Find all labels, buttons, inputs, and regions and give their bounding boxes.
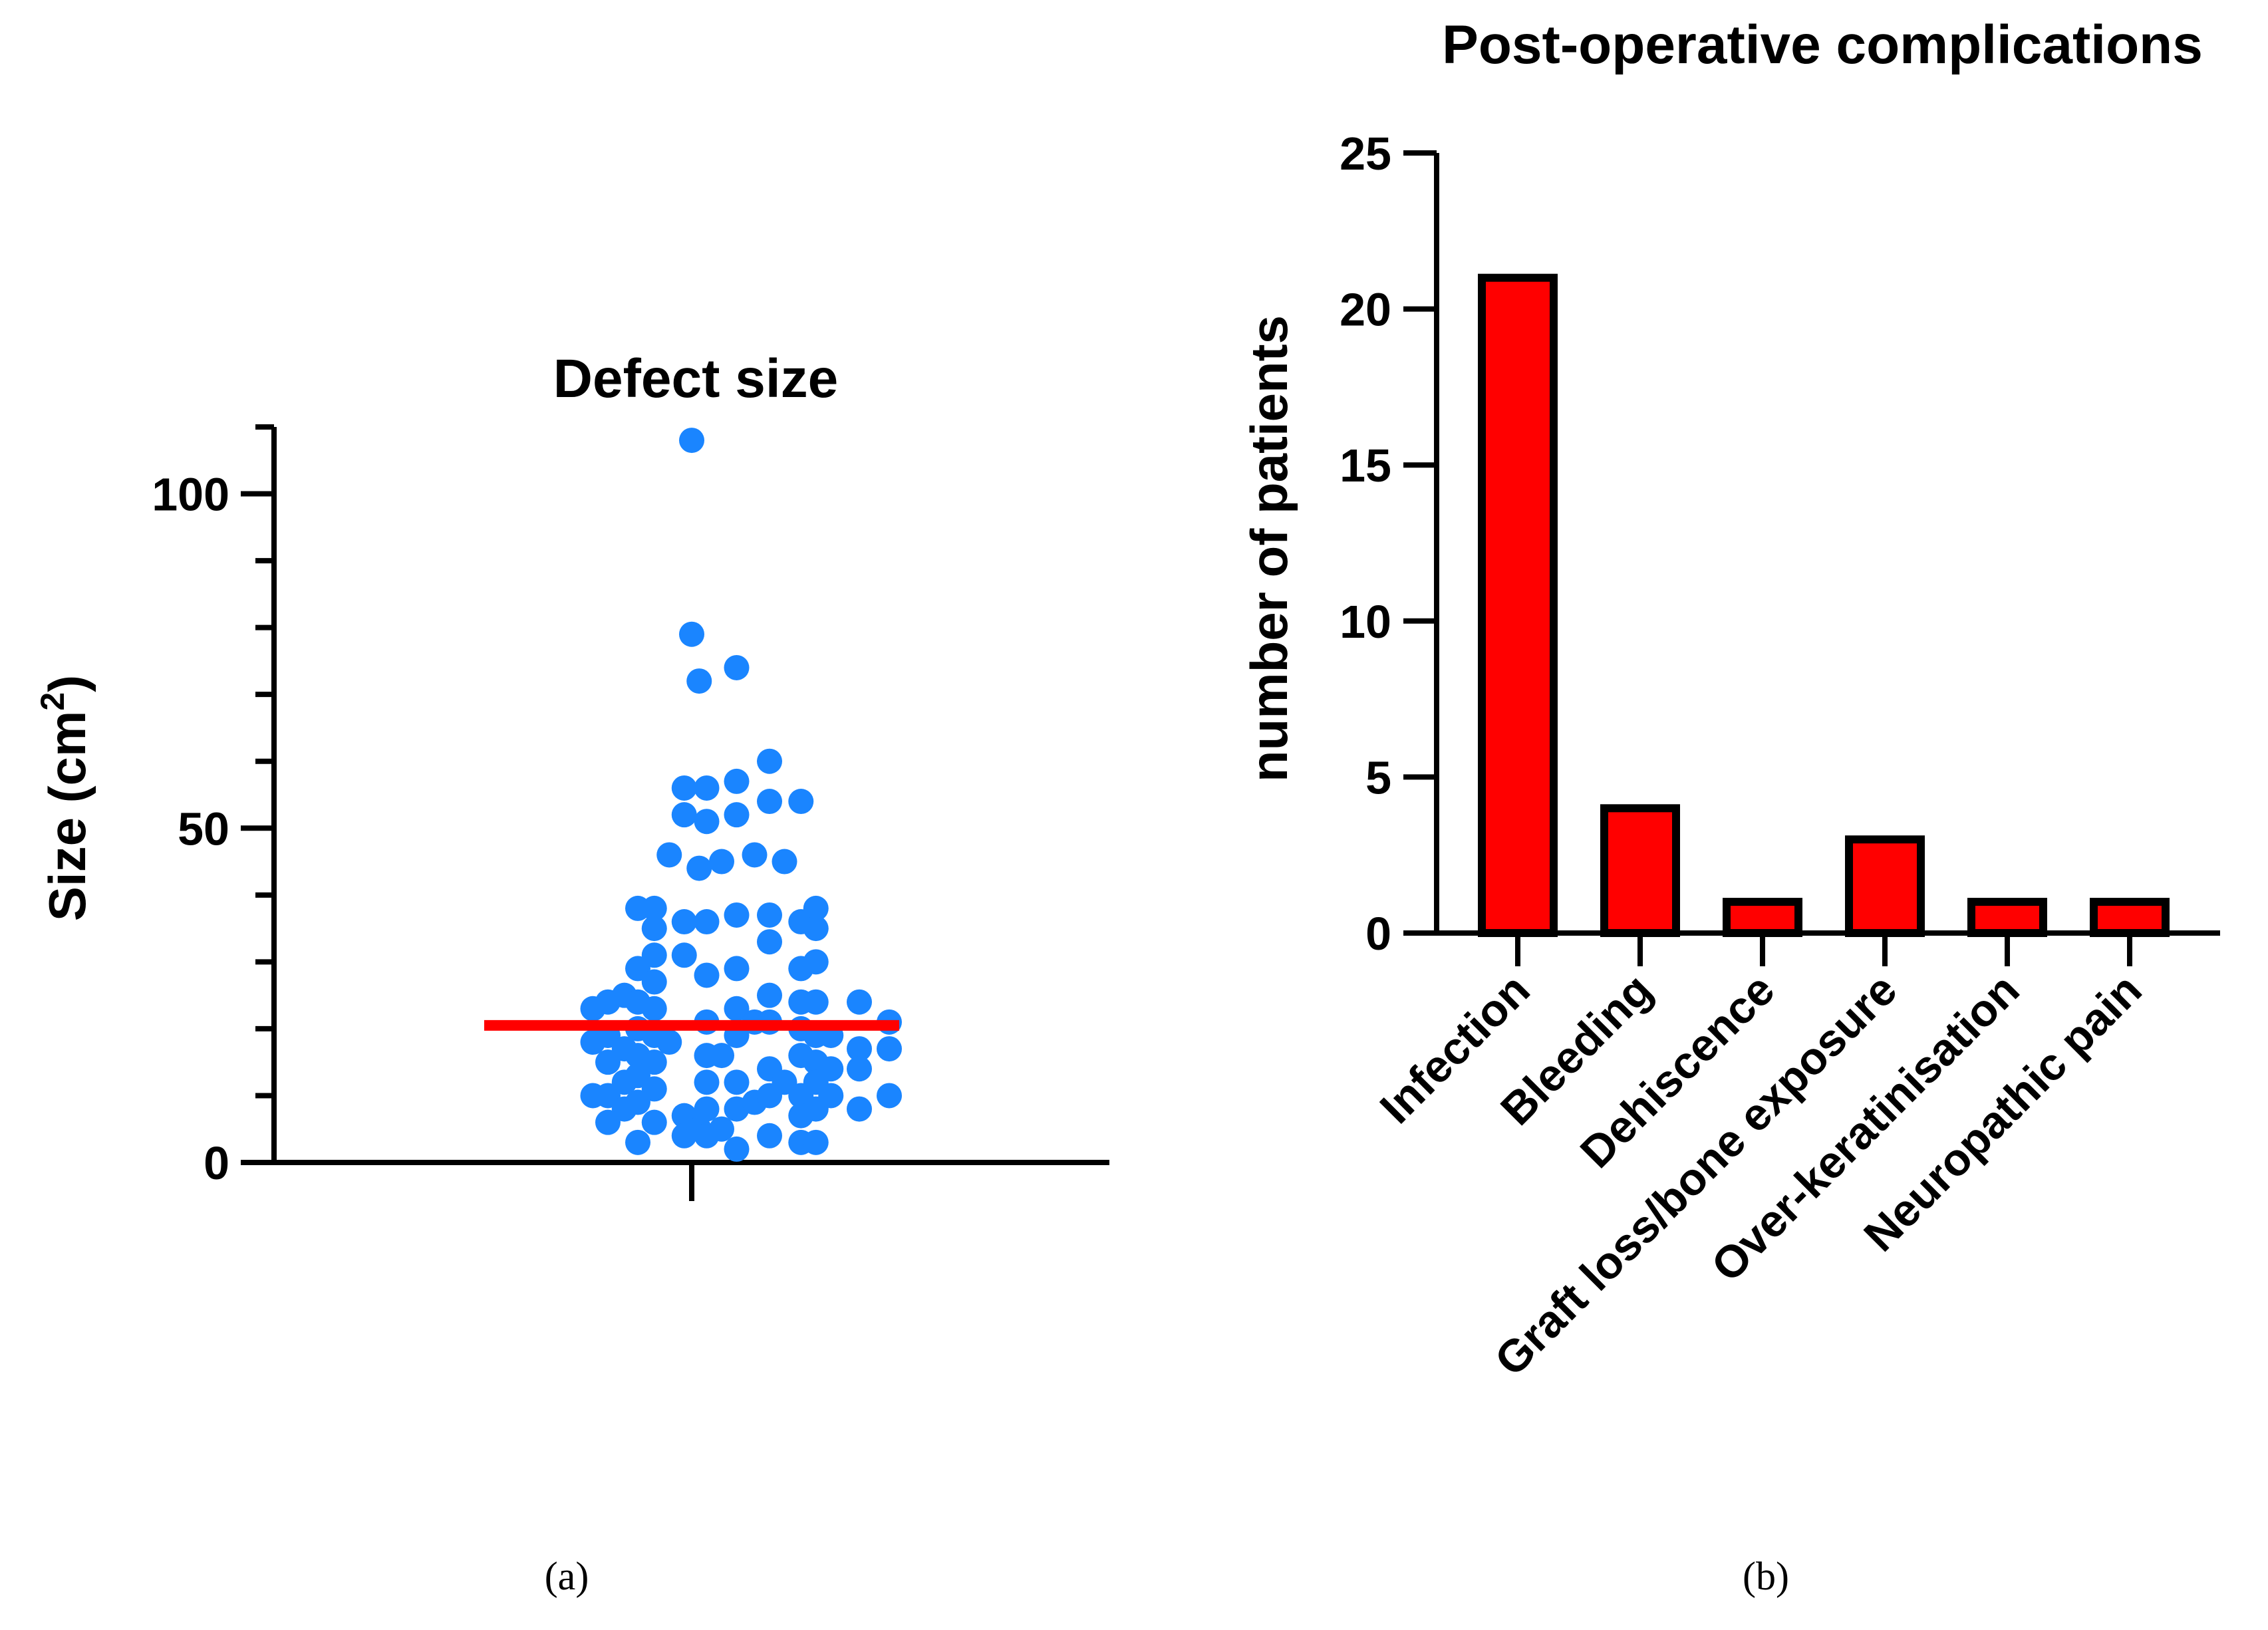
chart-a-point	[671, 909, 697, 935]
chart-a-point	[847, 1056, 872, 1082]
chart-a-point	[877, 1083, 902, 1109]
panel-b-complications: Post-operative complications number of p…	[1240, 15, 2220, 1598]
chart-a-point	[724, 768, 750, 794]
chart-a-point	[847, 1096, 872, 1122]
chart-a-point	[694, 962, 720, 988]
chart-a-point	[641, 1109, 667, 1135]
chart-a-point	[671, 942, 697, 968]
chart-a-point	[772, 849, 797, 875]
chart-a-point	[818, 1056, 844, 1082]
panel-a-label: (a)	[545, 1554, 589, 1598]
chart-b-ytick-label: 0	[1365, 908, 1391, 960]
chart-b-x-ticks	[1515, 933, 2132, 966]
chart-a-ylabel-close: )	[38, 675, 96, 692]
chart-a-point	[694, 775, 720, 801]
chart-a-point	[709, 1116, 734, 1142]
chart-a-y-ticks: 0 50 100	[152, 424, 274, 1189]
chart-a-point	[803, 989, 829, 1015]
chart-a-point	[641, 969, 667, 995]
chart-a-ytick-label: 0	[204, 1137, 229, 1189]
chart-a-point	[724, 956, 750, 982]
chart-a-point	[671, 775, 697, 801]
chart-b-ytick-label: 5	[1365, 751, 1391, 803]
chart-a-title: Defect size	[553, 348, 838, 409]
chart-a-point	[803, 1129, 829, 1155]
chart-b-bar	[1845, 835, 1925, 937]
chart-a-point	[641, 1049, 667, 1075]
chart-a-ylabel-sup: 2	[34, 692, 71, 711]
chart-a-point	[679, 621, 704, 647]
chart-a-point	[656, 842, 682, 868]
chart-a-point	[709, 849, 734, 875]
chart-a-point	[671, 802, 697, 828]
chart-a-point	[694, 1096, 720, 1122]
chart-b-bar	[1478, 273, 1558, 937]
chart-b-bar	[1723, 898, 1802, 937]
chart-a-ytick-label: 50	[178, 803, 229, 855]
chart-a-point	[724, 996, 750, 1021]
chart-b-ytick-label: 10	[1340, 596, 1391, 648]
chart-a-point	[757, 902, 782, 928]
chart-a-point	[757, 789, 782, 815]
chart-a-point	[595, 1049, 621, 1075]
chart-a-points	[580, 428, 902, 1162]
chart-b-ytick-label: 25	[1340, 128, 1391, 180]
chart-a-point	[694, 809, 720, 835]
chart-a-point	[641, 1076, 667, 1102]
chart-a-point	[686, 855, 712, 881]
chart-a-point	[757, 982, 782, 1008]
chart-b-bar	[1600, 804, 1680, 937]
chart-a-point	[679, 428, 704, 454]
chart-a-point	[724, 1069, 750, 1095]
chart-a-point	[694, 909, 720, 935]
chart-a-point	[757, 1123, 782, 1149]
chart-b-y-ticks: 0 5 10 15 20 25	[1340, 128, 1437, 960]
chart-a-point	[641, 916, 667, 942]
panel-a-defect-size: Defect size Size (cm2) 0 50 100 (a)	[34, 348, 1109, 1598]
chart-a-point	[724, 902, 750, 928]
chart-a-point	[847, 989, 872, 1015]
chart-a-point	[694, 1069, 720, 1095]
chart-a-point	[595, 1109, 621, 1135]
chart-a-point	[641, 895, 667, 921]
chart-a-point	[641, 996, 667, 1021]
chart-b-title: Post-operative complications	[1442, 15, 2203, 75]
chart-a-point	[724, 1136, 750, 1162]
chart-a-point	[803, 949, 829, 975]
chart-a-point	[709, 1043, 734, 1069]
chart-a-point	[625, 1129, 650, 1155]
chart-a-point	[757, 748, 782, 774]
chart-a-point	[641, 942, 667, 968]
chart-a-point	[656, 1029, 682, 1055]
chart-a-point	[803, 895, 829, 921]
chart-a-point	[724, 654, 750, 680]
chart-b-ytick-label: 20	[1340, 284, 1391, 336]
chart-b-bar	[2090, 898, 2170, 937]
chart-a-ylabel: Size (cm2)	[34, 675, 96, 921]
chart-a-ylabel-main: Size (cm	[38, 711, 96, 921]
chart-b-bar	[1967, 898, 2047, 937]
chart-a-point	[724, 802, 750, 828]
chart-a-point	[757, 929, 782, 955]
chart-a-point	[788, 789, 814, 815]
chart-a-point	[877, 1036, 902, 1062]
chart-a-point	[742, 842, 768, 868]
chart-a-point	[803, 916, 829, 942]
chart-a-point	[847, 1036, 872, 1062]
chart-a-point	[686, 668, 712, 694]
chart-a-ytick-label: 100	[152, 469, 229, 521]
chart-b-bars	[1478, 273, 2170, 937]
chart-b-ytick-label: 15	[1340, 440, 1391, 491]
chart-a-point	[818, 1083, 844, 1109]
chart-b-ylabel: number of patients	[1240, 315, 1298, 782]
panel-b-label: (b)	[1743, 1554, 1789, 1598]
